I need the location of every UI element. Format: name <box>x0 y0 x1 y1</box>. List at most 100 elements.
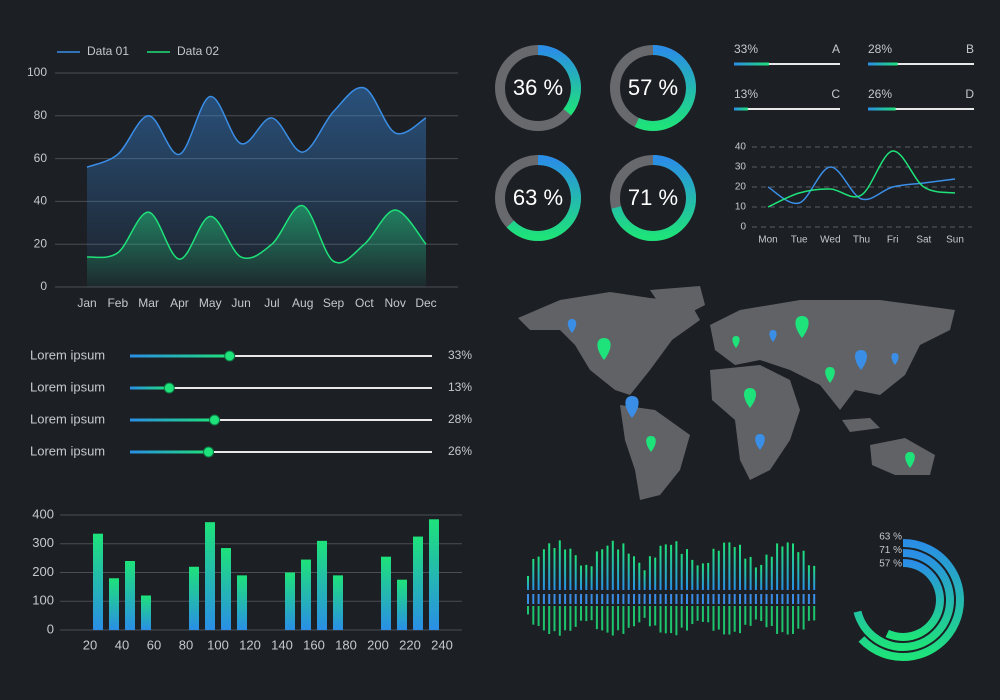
wave-bar <box>558 594 561 604</box>
slider-value: 26% <box>448 444 472 458</box>
wave-bar <box>675 594 678 604</box>
wave-bar <box>701 563 704 590</box>
wave-bar <box>542 549 545 590</box>
wave-bar <box>802 594 805 604</box>
wave-bar <box>627 594 630 604</box>
bar <box>381 556 391 630</box>
wave-bar <box>754 567 757 590</box>
bar <box>93 533 103 630</box>
wave-bar <box>606 606 609 633</box>
wave-bar <box>749 594 752 604</box>
y-tick-label: 10 <box>735 202 747 213</box>
wave-bar <box>590 566 593 590</box>
wave-bar <box>686 606 688 631</box>
meter-fill <box>868 107 896 111</box>
wave-bar <box>659 545 662 590</box>
wave-bar <box>564 549 567 590</box>
donut-label: 63 % <box>513 185 563 210</box>
x-tick-label: Jul <box>264 296 279 310</box>
radial-arc <box>858 539 964 661</box>
y-tick-label: 400 <box>32 506 54 521</box>
wave-bar <box>537 556 540 590</box>
wave-bar <box>813 565 816 590</box>
radial-label: 63 % <box>879 532 902 543</box>
donut-arc <box>611 155 696 241</box>
wave-bar <box>797 606 800 629</box>
meter-value: 26% <box>868 87 892 101</box>
slider-knob <box>203 446 215 458</box>
legend-label: Data 01 <box>87 44 129 58</box>
wave-bar <box>807 594 810 604</box>
wave-bar <box>686 594 688 604</box>
bar <box>333 575 343 630</box>
legend-label: Data 02 <box>177 44 219 58</box>
wave-bar <box>542 606 545 631</box>
wave-bar <box>807 565 810 590</box>
wave-bar <box>781 606 784 633</box>
bar <box>285 572 295 630</box>
pin <box>755 434 765 450</box>
y-tick-label: 30 <box>735 162 747 173</box>
wave-bar <box>786 542 789 590</box>
bar <box>317 540 327 630</box>
wave-bar <box>675 541 678 590</box>
series-line <box>767 166 956 205</box>
wave-bar <box>606 594 609 604</box>
wave-bar <box>654 594 657 604</box>
slider-value: 13% <box>448 380 472 394</box>
x-tick-label: 100 <box>207 637 229 652</box>
wave-bar <box>595 606 598 630</box>
wave-bar <box>654 606 657 626</box>
wave-bar <box>548 594 551 604</box>
slider-label: Lorem ipsum <box>30 411 105 426</box>
wave-bar <box>643 570 646 590</box>
wave-bar <box>712 606 715 631</box>
wave-bar <box>813 594 816 604</box>
wave-bar <box>611 594 614 604</box>
x-tick-label: Jan <box>77 296 96 310</box>
wave-bar <box>664 606 667 634</box>
wave-bar <box>569 594 572 604</box>
wave-bar <box>792 606 794 634</box>
y-tick-label: 0 <box>740 222 746 233</box>
wave-bar <box>765 554 768 590</box>
series-line <box>86 86 427 168</box>
wave-bar <box>765 594 768 604</box>
x-tick-label: 60 <box>147 637 161 652</box>
wave-bar <box>622 594 625 604</box>
meter-fill <box>734 107 748 111</box>
meter-fill <box>868 62 898 66</box>
wave-bar <box>564 594 567 604</box>
wave-bar <box>553 548 556 590</box>
wave-bar <box>776 594 779 604</box>
wave-bar <box>648 594 651 604</box>
continent <box>710 300 955 410</box>
wave-bar <box>723 594 726 604</box>
y-tick-label: 200 <box>32 564 54 579</box>
wave-bar <box>569 548 572 590</box>
wave-bar <box>712 548 715 590</box>
wave-bar <box>558 606 561 636</box>
meter-label: A <box>832 42 840 56</box>
pin <box>567 319 577 333</box>
meter-fill <box>734 62 769 66</box>
wave-bar <box>611 606 614 636</box>
map-pins <box>567 316 915 468</box>
pin <box>905 452 915 468</box>
wave-bar <box>675 606 678 636</box>
area-fill <box>87 205 426 287</box>
wave-bar <box>633 594 635 604</box>
slider-value: 28% <box>448 412 472 426</box>
wave-bar <box>680 553 683 590</box>
x-tick-label: Nov <box>385 296 406 310</box>
wave-bar <box>648 556 651 590</box>
wave-bar <box>532 594 535 604</box>
wave-bar <box>627 606 630 628</box>
radial-label: 71 % <box>879 545 902 556</box>
wave-bar <box>691 594 694 604</box>
bar <box>125 561 135 630</box>
wave-bar <box>611 540 614 590</box>
wave-bar <box>585 606 588 622</box>
area-fill <box>87 87 426 287</box>
wave-bar <box>792 543 794 590</box>
